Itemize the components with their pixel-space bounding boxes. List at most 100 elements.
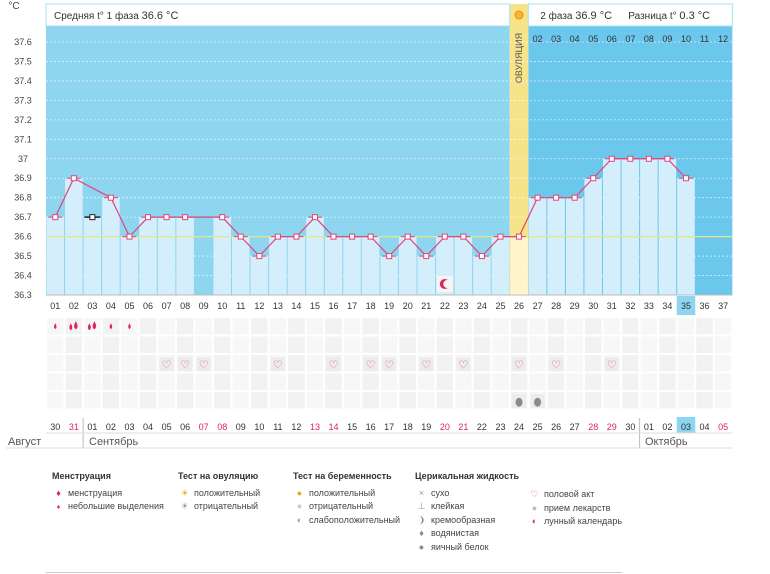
marker-cell — [455, 374, 472, 391]
temperature-point — [665, 156, 670, 161]
cycle-day-label: 28 — [551, 301, 561, 311]
marker-cell — [437, 318, 454, 335]
y-axis-unit: °C — [8, 1, 19, 12]
calendar-date-label: 09 — [236, 422, 246, 432]
cycle-day-label: 21 — [421, 301, 431, 311]
cycle-day-label: 09 — [199, 301, 209, 311]
y-tick-label: 36.9 — [14, 173, 32, 183]
temperature-bar — [455, 237, 473, 295]
temperature-bar — [176, 217, 194, 295]
marker-cell — [140, 355, 157, 372]
calendar-date-label: 04 — [143, 422, 153, 432]
marker-cell — [177, 318, 194, 335]
top-day-label: 04 — [570, 34, 580, 44]
temperature-point — [387, 254, 392, 259]
month-label-october: Октябрь — [645, 436, 688, 448]
marker-cell — [678, 374, 695, 391]
temperature-bar — [380, 256, 398, 295]
top-day-label: 10 — [681, 34, 691, 44]
calendar-date-label: 30 — [50, 422, 60, 432]
marker-cell — [47, 337, 64, 354]
light-drop-icon: ♦ — [52, 501, 65, 515]
marker-cell — [362, 337, 379, 354]
marker-cell — [251, 318, 268, 335]
legend-item: прием лекарств — [544, 503, 610, 513]
cycle-day-label: 15 — [310, 301, 320, 311]
marker-cell — [214, 318, 231, 335]
cycle-day-label: 08 — [180, 301, 190, 311]
marker-cell — [566, 337, 583, 354]
heart-icon: ♡ — [366, 359, 376, 371]
cycle-day-label: 19 — [384, 301, 394, 311]
marker-cell — [622, 374, 639, 391]
temperature-point — [609, 156, 614, 161]
temperature-bar — [139, 217, 157, 295]
temperature-bar — [640, 159, 658, 295]
calendar-date-label: 04 — [700, 422, 710, 432]
legend-item: менструация — [68, 488, 122, 498]
calendar-date-label: 19 — [421, 422, 431, 432]
marker-cell — [474, 355, 491, 372]
ovulation-label: ОВУЛЯЦИЯ — [514, 33, 524, 83]
marker-cell — [678, 392, 695, 409]
marker-cell — [84, 355, 101, 372]
temperature-bar — [269, 237, 287, 295]
y-tick-label: 37.6 — [14, 37, 32, 47]
marker-cell — [511, 337, 528, 354]
marker-cell — [641, 392, 658, 409]
marker-cell — [325, 374, 342, 391]
marker-cell — [84, 374, 101, 391]
marker-cell — [399, 355, 416, 372]
marker-cell — [362, 392, 379, 409]
legend-item: яичный белок — [431, 542, 489, 552]
marker-cell — [288, 392, 305, 409]
cycle-day-label: 23 — [458, 301, 468, 311]
calendar-date-label: 15 — [347, 422, 357, 432]
temperature-point — [183, 215, 188, 220]
legend-item: клейкая — [431, 501, 464, 511]
y-tick-label: 36.3 — [14, 290, 32, 300]
temperature-bar — [603, 159, 621, 295]
calendar-date-label: 23 — [495, 422, 505, 432]
temperature-point — [312, 215, 317, 220]
y-tick-label: 37.3 — [14, 95, 32, 105]
temperature-point — [331, 234, 336, 239]
marker-cell — [344, 337, 361, 354]
cycle-day-label: 13 — [273, 301, 283, 311]
marker-cell — [678, 337, 695, 354]
marker-cell — [344, 374, 361, 391]
temperature-bar — [251, 256, 269, 295]
marker-cell — [585, 355, 602, 372]
y-tick-label: 36.4 — [14, 271, 32, 281]
temperature-point — [71, 176, 76, 181]
marker-cell — [529, 337, 546, 354]
cycle-day-label: 27 — [533, 301, 543, 311]
calendar-date-label: 16 — [366, 422, 376, 432]
heart-icon: ♡ — [384, 359, 394, 371]
legend-other: ♡ половой акт ● прием лекарств ◐ лунный кал… — [528, 488, 622, 529]
heart-icon: ♡ — [514, 359, 524, 371]
calendar-date-label: 25 — [533, 422, 543, 432]
legend-title: Церикальная жидкость — [415, 470, 519, 484]
marker-cell — [381, 318, 398, 335]
temperature-point — [554, 195, 559, 200]
moon-icon: ◐ — [528, 515, 541, 529]
y-tick-label: 36.5 — [14, 251, 32, 261]
temperature-point — [350, 234, 355, 239]
marker-cell — [66, 392, 83, 409]
cycle-day-label: 04 — [106, 301, 116, 311]
marker-cell — [66, 318, 83, 335]
legend-menstruation: Менструация ♦ менструация ♦ небольшие выде… — [52, 470, 164, 515]
calendar-date-label: 26 — [551, 422, 561, 432]
calendar-date-label: 07 — [199, 422, 209, 432]
legend-title: Менструация — [52, 470, 164, 484]
marker-cell — [715, 374, 732, 391]
marker-cell — [140, 374, 157, 391]
heart-icon: ♡ — [551, 359, 561, 371]
marker-cell — [641, 374, 658, 391]
marker-cell — [214, 374, 231, 391]
marker-cell — [344, 355, 361, 372]
marker-cell — [715, 318, 732, 335]
marker-cell — [158, 374, 175, 391]
legend-item: слабоположительный — [309, 515, 400, 525]
